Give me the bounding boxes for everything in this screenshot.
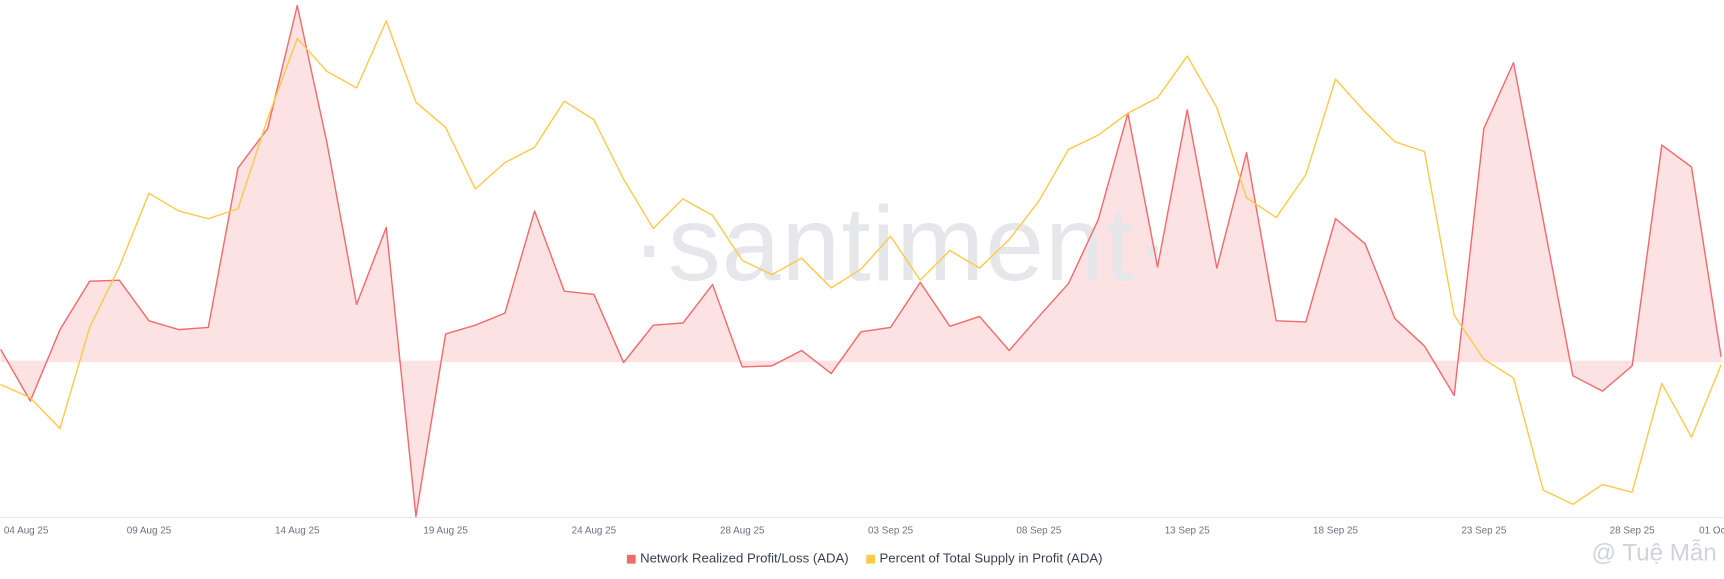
x-tick-label: 28 Sep 25 <box>1610 525 1656 536</box>
legend-label: Network Realized Profit/Loss (ADA) <box>640 551 849 566</box>
x-tick-label: 24 Aug 25 <box>572 525 617 536</box>
x-tick-label: 03 Sep 25 <box>868 525 914 536</box>
watermark: ·santiment· <box>632 186 1172 303</box>
x-tick-label: 04 Aug 25 <box>4 525 49 536</box>
legend-swatch <box>626 554 636 564</box>
credit: @ Tuệ Mẫn <box>1592 539 1717 566</box>
x-tick-label: 18 Sep 25 <box>1313 525 1359 536</box>
x-tick-label: 28 Aug 25 <box>720 525 765 536</box>
area <box>0 5 1722 517</box>
series-line <box>0 20 1722 506</box>
x-tick-label: 01 Oct 25 <box>1699 525 1724 536</box>
x-tick-label: 08 Sep 25 <box>1016 525 1062 536</box>
x-tick-label: 09 Aug 25 <box>127 525 172 536</box>
x-tick-label: 13 Sep 25 <box>1165 525 1211 536</box>
legend-swatch <box>866 554 876 564</box>
x-tick-label: 23 Sep 25 <box>1461 525 1507 536</box>
series-line <box>0 4 1722 518</box>
x-tick-label: 19 Aug 25 <box>423 525 468 536</box>
legend-label: Percent of Total Supply in Profit (ADA) <box>879 551 1102 566</box>
x-tick-label: 14 Aug 25 <box>275 525 320 536</box>
